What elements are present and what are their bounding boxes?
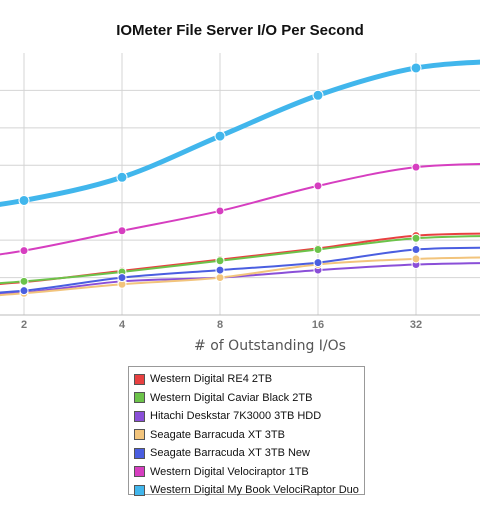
legend-item-2: Hitachi Deskstar 7K3000 3TB HDD bbox=[134, 407, 364, 426]
data-point bbox=[117, 226, 127, 236]
legend-swatch bbox=[134, 466, 145, 478]
data-point bbox=[313, 181, 323, 191]
series-line-3 bbox=[0, 256, 480, 297]
legend-label: Seagate Barracuda XT 3TB New bbox=[150, 447, 310, 460]
legend-label: Hitachi Deskstar 7K3000 3TB HDD bbox=[150, 410, 322, 423]
chart-title: IOMeter File Server I/O Per Second bbox=[116, 22, 364, 39]
data-point bbox=[215, 206, 225, 216]
data-point bbox=[411, 162, 421, 172]
data-point bbox=[411, 245, 421, 254]
x-tick-label: 32 bbox=[410, 319, 422, 331]
data-point bbox=[215, 273, 225, 283]
legend-label: Western Digital Caviar Black 2TB bbox=[150, 391, 313, 404]
data-point bbox=[19, 246, 29, 256]
legend-swatch bbox=[134, 410, 145, 422]
series-4 bbox=[0, 245, 480, 296]
legend-swatch bbox=[134, 392, 145, 404]
series-2 bbox=[0, 259, 480, 298]
legend-item-4: Seagate Barracuda XT 3TB New bbox=[134, 444, 364, 463]
series-6 bbox=[0, 59, 480, 207]
legend-label: Seagate Barracuda XT 3TB bbox=[150, 428, 285, 441]
data-point bbox=[313, 258, 323, 268]
legend-item-1: Western Digital Caviar Black 2TB bbox=[134, 389, 364, 408]
data-point bbox=[19, 276, 29, 286]
data-point bbox=[19, 286, 29, 296]
legend-item-3: Seagate Barracuda XT 3TB bbox=[134, 426, 364, 445]
x-tick-label: 16 bbox=[312, 319, 324, 331]
legend-label: Western Digital My Book VelociRaptor Duo bbox=[150, 484, 359, 497]
series-1 bbox=[0, 233, 480, 286]
series-layer bbox=[0, 59, 480, 298]
legend-swatch bbox=[134, 447, 145, 459]
data-point bbox=[411, 254, 421, 264]
data-point bbox=[117, 273, 127, 283]
data-point bbox=[411, 233, 421, 243]
legend-swatch bbox=[134, 429, 145, 441]
legend-label: Western Digital Velociraptor 1TB bbox=[150, 465, 309, 478]
data-point bbox=[214, 130, 226, 142]
series-line-1 bbox=[0, 235, 480, 285]
data-point bbox=[312, 89, 324, 101]
legend-swatch bbox=[134, 373, 145, 385]
legend-item-5: Western Digital Velociraptor 1TB bbox=[134, 463, 364, 482]
data-point bbox=[215, 256, 225, 266]
data-point bbox=[313, 245, 323, 254]
series-line-6 bbox=[0, 59, 480, 207]
x-axis-label: # of Outstanding I/Os bbox=[194, 338, 346, 354]
legend-swatch bbox=[134, 484, 145, 496]
data-point bbox=[215, 265, 225, 275]
data-point bbox=[18, 194, 30, 206]
x-tick-label: 8 bbox=[217, 319, 223, 331]
legend-label: Western Digital RE4 2TB bbox=[150, 373, 273, 386]
x-tick-label: 2 bbox=[21, 319, 27, 331]
x-tick-label: 4 bbox=[119, 319, 126, 331]
data-point bbox=[410, 62, 422, 74]
legend: Western Digital RE4 2TB Western Digital C… bbox=[128, 366, 365, 496]
series-5 bbox=[0, 162, 480, 256]
legend-item-6: Western Digital My Book VelociRaptor Duo bbox=[134, 481, 364, 500]
legend-item-0: Western Digital RE4 2TB bbox=[134, 370, 364, 389]
data-point bbox=[116, 171, 128, 183]
x-axis-ticks: 2 4 8 16 32 bbox=[21, 319, 422, 331]
